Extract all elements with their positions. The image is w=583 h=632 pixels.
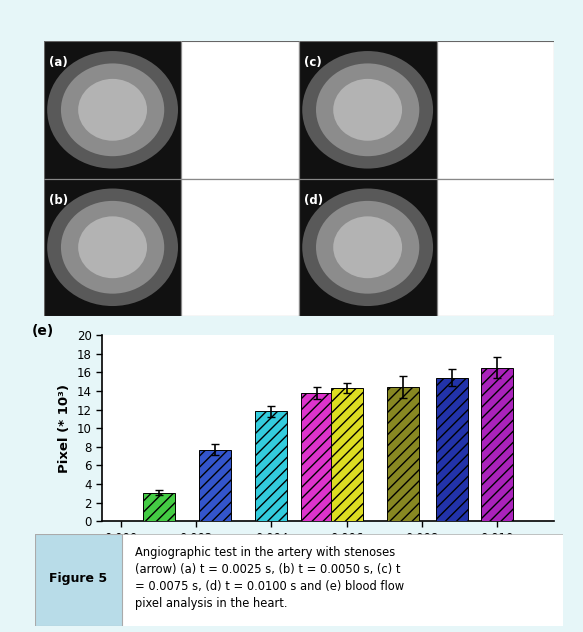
- Bar: [181, 178, 299, 316]
- Ellipse shape: [47, 188, 178, 306]
- Ellipse shape: [47, 51, 178, 169]
- Text: (e): (e): [32, 324, 54, 338]
- Ellipse shape: [302, 188, 433, 306]
- Y-axis label: Pixel (* 10³): Pixel (* 10³): [58, 384, 71, 473]
- Text: (a): (a): [49, 56, 68, 69]
- Text: (b): (b): [49, 193, 68, 207]
- Bar: [387, 387, 419, 521]
- Text: Angiographic test in the artery with stenoses
(arrow) (a) t = 0.0025 s, (b) t = : Angiographic test in the artery with ste…: [135, 546, 405, 610]
- X-axis label: Time (s): Time (s): [293, 550, 363, 566]
- Ellipse shape: [61, 201, 164, 294]
- Ellipse shape: [333, 79, 402, 141]
- Bar: [199, 449, 231, 521]
- Ellipse shape: [333, 216, 402, 278]
- Bar: [331, 388, 363, 521]
- Bar: [299, 178, 437, 316]
- Text: Figure 5: Figure 5: [50, 571, 108, 585]
- Bar: [142, 492, 174, 521]
- Bar: [436, 378, 468, 521]
- Bar: [255, 411, 287, 521]
- Bar: [44, 178, 181, 316]
- Text: (d): (d): [304, 193, 323, 207]
- Bar: [301, 392, 333, 521]
- Bar: [299, 41, 437, 178]
- Ellipse shape: [78, 216, 147, 278]
- Bar: [44, 41, 181, 178]
- Text: (c): (c): [304, 56, 322, 69]
- Bar: [437, 41, 554, 178]
- Ellipse shape: [302, 51, 433, 169]
- Bar: [482, 368, 514, 521]
- Ellipse shape: [78, 79, 147, 141]
- Bar: [35, 534, 122, 626]
- Ellipse shape: [61, 63, 164, 156]
- Bar: [437, 178, 554, 316]
- Ellipse shape: [316, 63, 419, 156]
- Ellipse shape: [316, 201, 419, 294]
- Bar: [181, 41, 299, 178]
